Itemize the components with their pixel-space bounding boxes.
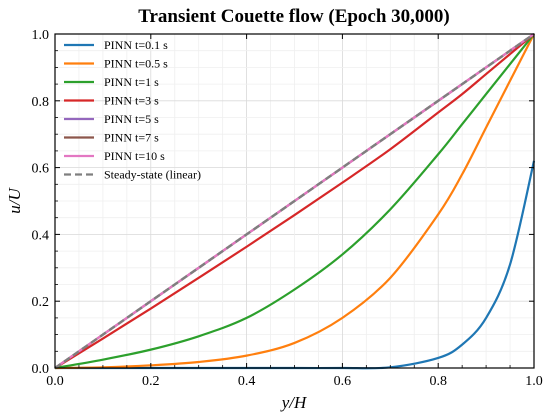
series-line-2 bbox=[54, 33, 535, 370]
x-tick-label: 0.4 bbox=[238, 374, 256, 389]
y-tick-label: 0.0 bbox=[32, 362, 50, 377]
y-tick-label: 0.2 bbox=[32, 295, 50, 310]
axis-ticks: 0.0 0.2 0.4 0.6 0.8 1.0 0.0 0.2 0.4 0.6 0.8 1.0 bbox=[32, 28, 543, 389]
y-axis-label: u/U bbox=[5, 187, 24, 214]
legend-label-5: PINN t=7 s bbox=[104, 131, 159, 145]
legend: PINN t=0.1 s PINN t=0.5 s PINN t=1 s PINN t… bbox=[64, 38, 201, 182]
legend-label-4: PINN t=5 s bbox=[104, 112, 159, 126]
x-tick-label: 0.0 bbox=[46, 374, 64, 389]
series-line-7 bbox=[54, 33, 535, 369]
legend-label-1: PINN t=0.5 s bbox=[104, 57, 168, 71]
x-tick-label: 0.6 bbox=[334, 374, 352, 389]
series-line-3 bbox=[54, 33, 535, 369]
y-tick-label: 0.8 bbox=[32, 95, 50, 110]
y-tick-label: 0.6 bbox=[32, 162, 50, 177]
y-tick-label: 1.0 bbox=[32, 28, 50, 43]
grid bbox=[54, 33, 535, 369]
legend-label-0: PINN t=0.1 s bbox=[104, 38, 168, 52]
legend-label-2: PINN t=1 s bbox=[104, 75, 159, 89]
y-tick-label: 0.4 bbox=[32, 228, 50, 243]
x-tick-label: 1.0 bbox=[525, 374, 543, 389]
x-tick-label: 0.2 bbox=[142, 374, 160, 389]
chart-title: Transient Couette flow (Epoch 30,000) bbox=[138, 6, 450, 27]
x-tick-label: 0.8 bbox=[429, 374, 447, 389]
x-axis-label: y/H bbox=[280, 393, 308, 412]
series-lines bbox=[54, 33, 536, 370]
legend-label-7: Steady-state (linear) bbox=[104, 168, 201, 182]
legend-label-3: PINN t=3 s bbox=[104, 94, 159, 108]
legend-label-6: PINN t=10 s bbox=[104, 149, 165, 163]
